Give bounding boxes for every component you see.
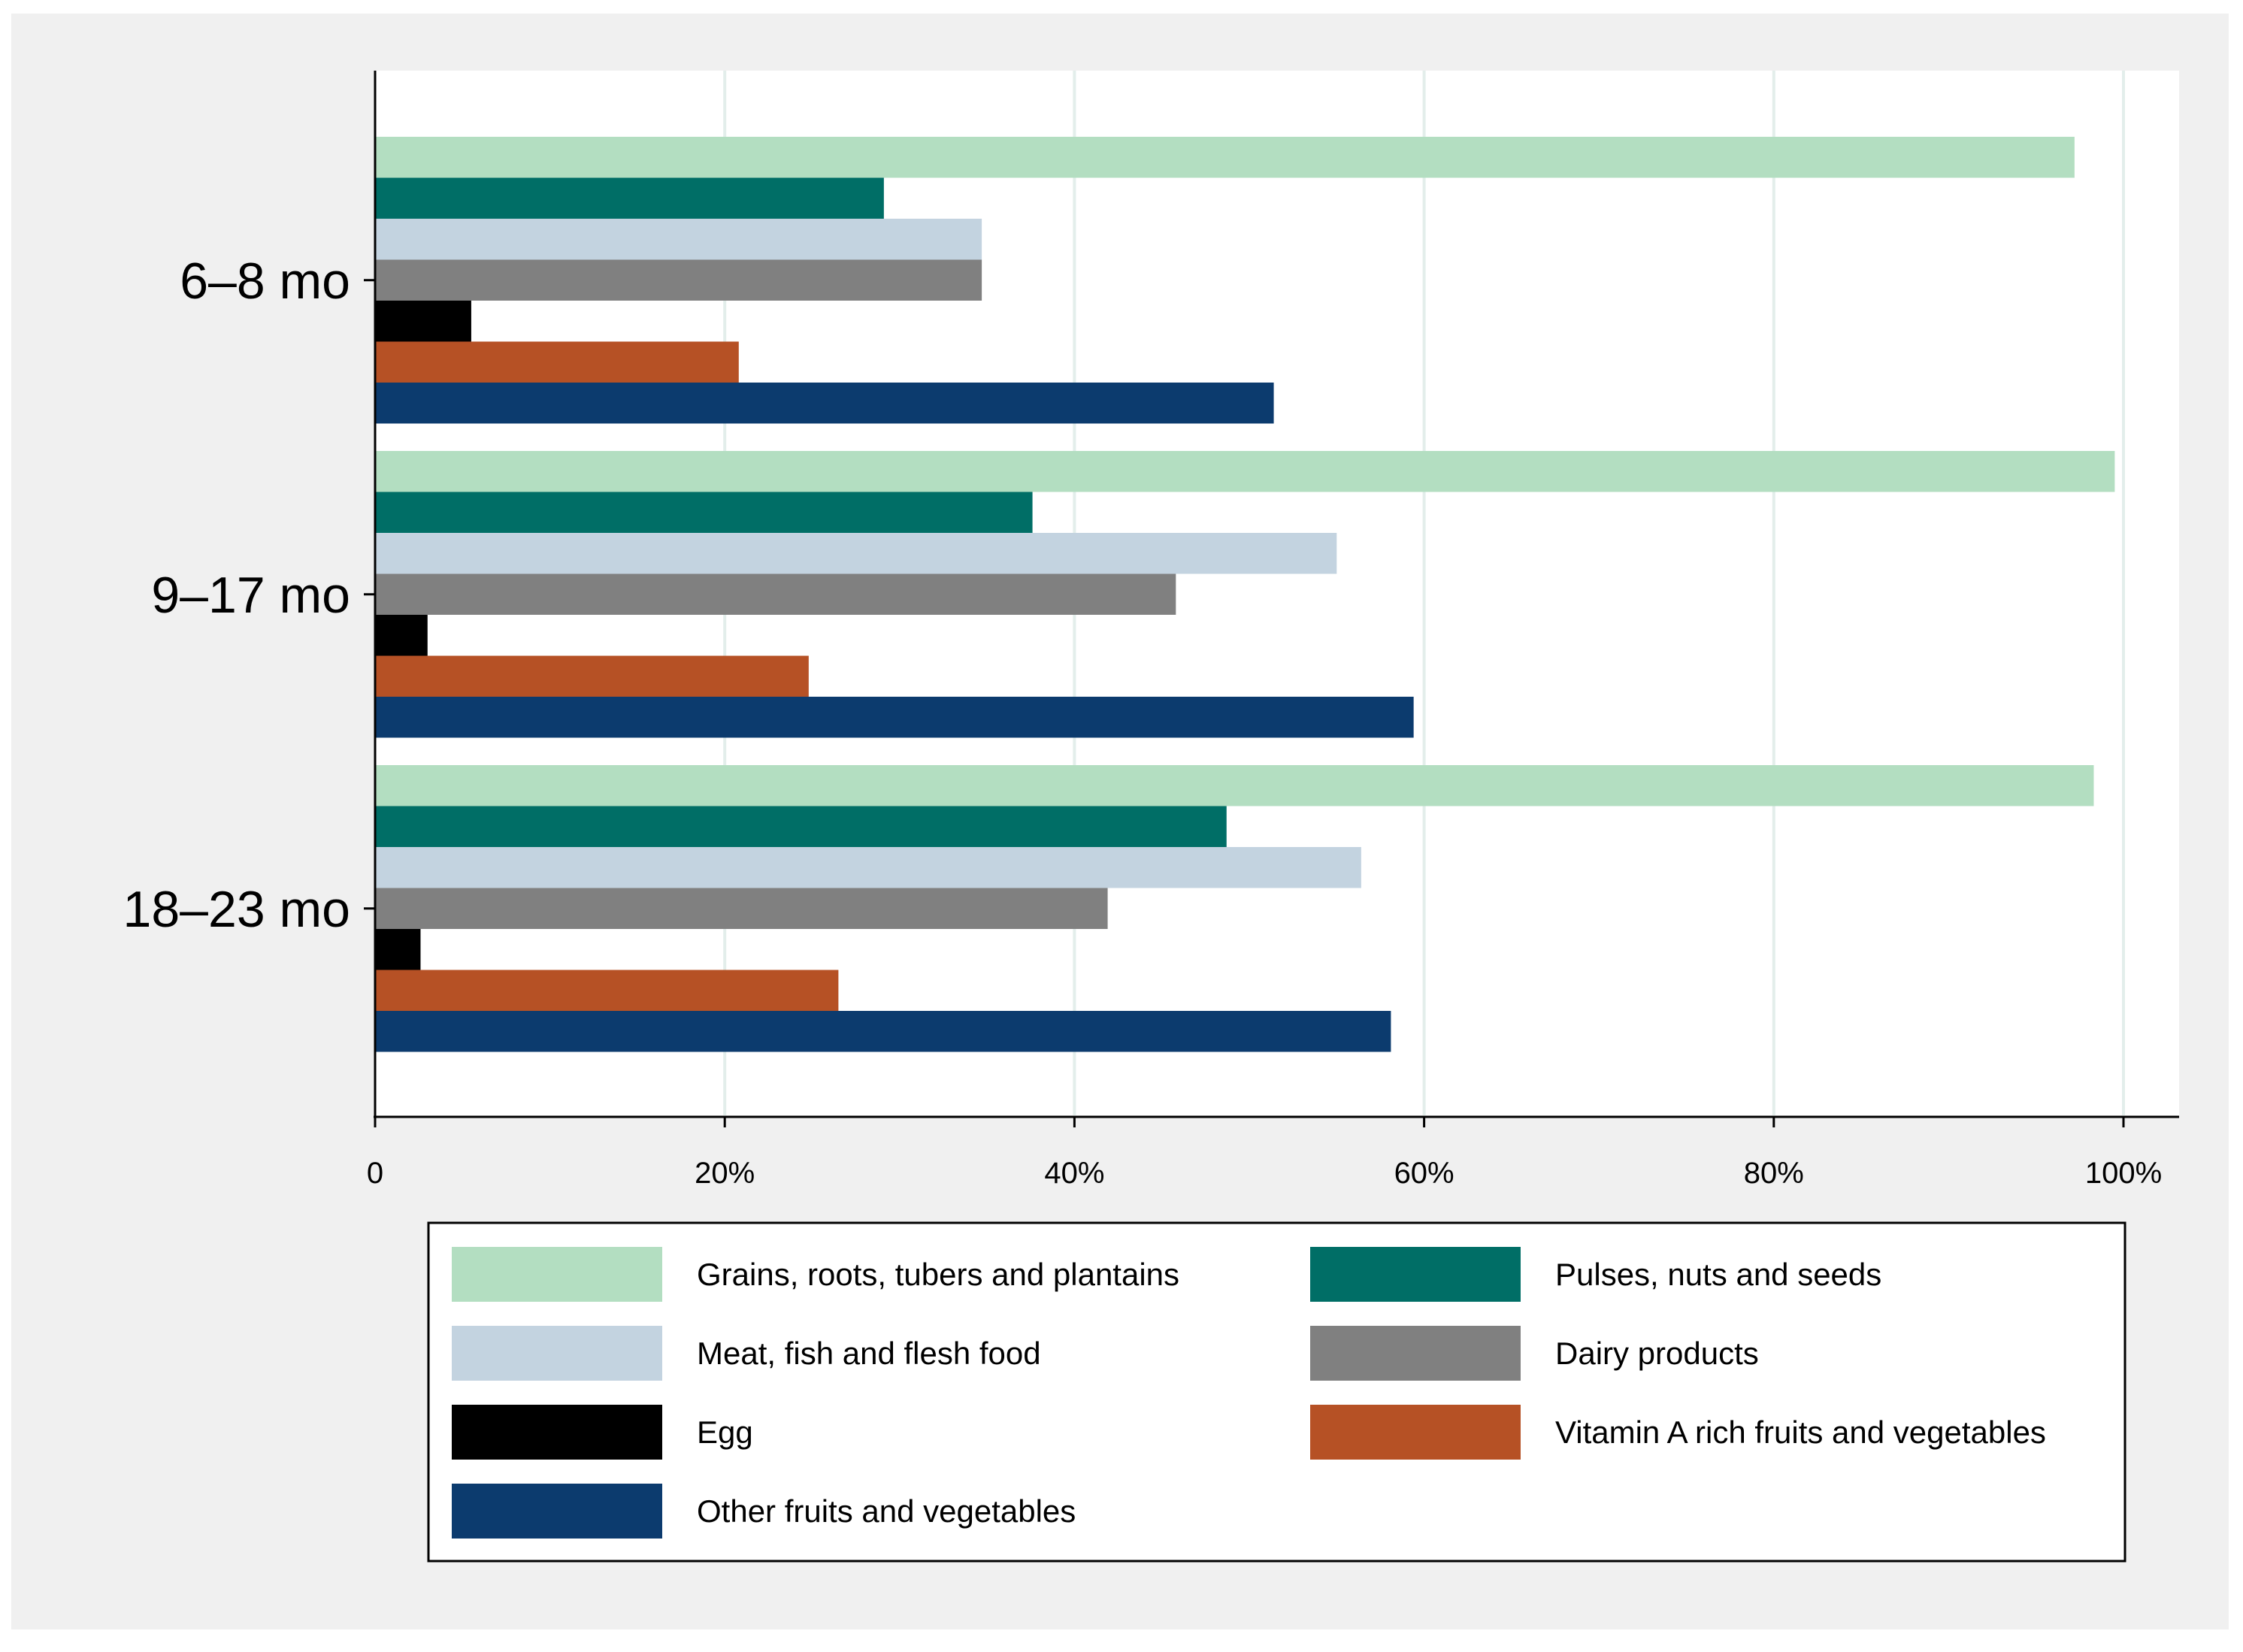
x-tick-label: 40% — [1044, 1157, 1104, 1190]
bar-grains-roots-tubers-and-plantains-9-17-mo — [375, 451, 2115, 492]
bar-dairy-products-18-23-mo — [375, 888, 1108, 929]
bar-vitamin-a-rich-fruits-and-vegetables-6-8-mo — [375, 341, 739, 383]
legend-label-meat-fish-and-flesh-food: Meat, fish and flesh food — [697, 1336, 1041, 1371]
x-tick-label: 100% — [2085, 1157, 2162, 1190]
bar-egg-18-23-mo — [375, 929, 421, 970]
bar-egg-9-17-mo — [375, 615, 428, 656]
x-tick-labels: 0 20% 40% 60% 80% 100% — [367, 1117, 2162, 1190]
legend-label-pulses-nuts-and-seeds: Pulses, nuts and seeds — [1555, 1257, 1881, 1292]
bar-pulses-nuts-and-seeds-18-23-mo — [375, 806, 1227, 847]
legend-swatch-meat-fish-and-flesh-food — [452, 1326, 662, 1381]
legend-label-vitamin-a-rich-fruits-and-vegetables: Vitamin A rich fruits and vegetables — [1555, 1414, 2046, 1450]
legend-label-grains-roots-tubers-and-plantains: Grains, roots, tubers and plantains — [697, 1257, 1179, 1292]
bar-dairy-products-9-17-mo — [375, 573, 1176, 615]
x-tick-label: 60% — [1394, 1157, 1454, 1190]
bar-other-fruits-and-vegetables-18-23-mo — [375, 1011, 1391, 1052]
legend-swatch-grains-roots-tubers-and-plantains — [452, 1247, 662, 1302]
legend-swatch-vitamin-a-rich-fruits-and-vegetables — [1310, 1405, 1521, 1460]
category-label-18-23-mo: 18–23 mo — [123, 881, 350, 938]
legend-swatch-egg — [452, 1405, 662, 1460]
bar-meat-fish-and-flesh-food-9-17-mo — [375, 533, 1337, 574]
bar-meat-fish-and-flesh-food-6-8-mo — [375, 219, 982, 260]
legend-swatch-pulses-nuts-and-seeds — [1310, 1247, 1521, 1302]
legend-label-egg: Egg — [697, 1414, 753, 1450]
bar-grains-roots-tubers-and-plantains-18-23-mo — [375, 765, 2094, 806]
category-labels: 6–8 mo 9–17 mo 18–23 mo — [123, 253, 375, 938]
bar-grains-roots-tubers-and-plantains-6-8-mo — [375, 137, 2075, 178]
category-label-6-8-mo: 6–8 mo — [180, 253, 350, 310]
legend-box — [427, 1221, 2126, 1563]
bars — [375, 137, 2115, 1052]
bar-dairy-products-6-8-mo — [375, 259, 982, 301]
legend-swatch-other-fruits-and-vegetables — [452, 1484, 662, 1539]
legend-label-other-fruits-and-vegetables: Other fruits and vegetables — [697, 1493, 1076, 1529]
bar-vitamin-a-rich-fruits-and-vegetables-9-17-mo — [375, 655, 809, 697]
bar-meat-fish-and-flesh-food-18-23-mo — [375, 847, 1361, 888]
bar-other-fruits-and-vegetables-6-8-mo — [375, 383, 1274, 424]
bar-other-fruits-and-vegetables-9-17-mo — [375, 697, 1414, 738]
legend-swatch-dairy-products — [1310, 1326, 1521, 1381]
x-tick-label: 0 — [367, 1157, 383, 1190]
bar-vitamin-a-rich-fruits-and-vegetables-18-23-mo — [375, 970, 839, 1011]
x-tick-label: 20% — [695, 1157, 755, 1190]
legend-label-dairy-products: Dairy products — [1555, 1336, 1759, 1371]
legend-items: Grains, roots, tubers and plantains Pulse… — [452, 1247, 2046, 1539]
bar-pulses-nuts-and-seeds-9-17-mo — [375, 492, 1033, 533]
legend: Grains, roots, tubers and plantains Pulse… — [427, 1221, 2126, 1563]
bar-egg-6-8-mo — [375, 301, 471, 342]
bar-pulses-nuts-and-seeds-6-8-mo — [375, 177, 884, 219]
category-label-9-17-mo: 9–17 mo — [151, 567, 350, 624]
x-tick-label: 80% — [1744, 1157, 1804, 1190]
